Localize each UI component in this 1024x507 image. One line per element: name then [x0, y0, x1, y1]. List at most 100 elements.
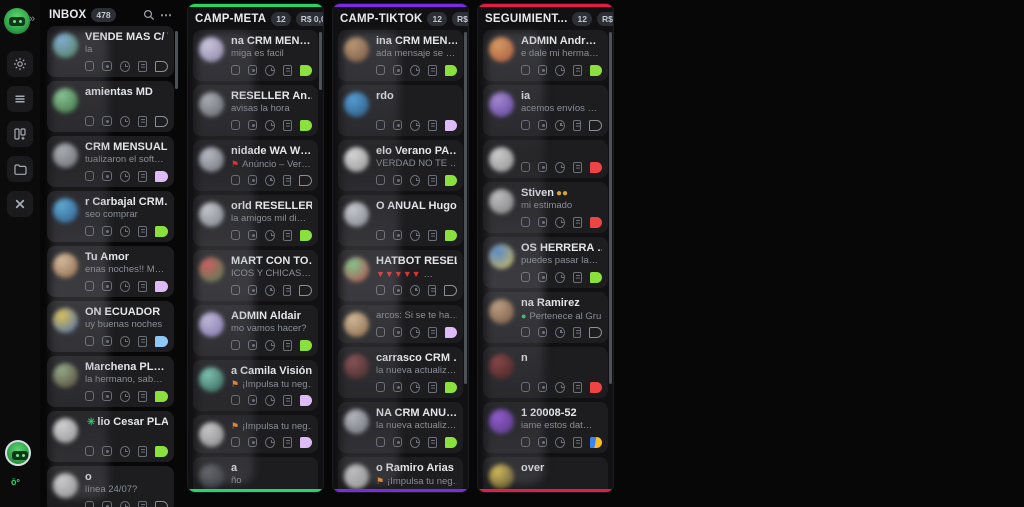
- avatar: [199, 422, 224, 447]
- avatar: [344, 354, 369, 379]
- note-icon: [428, 284, 437, 296]
- chat-card[interactable]: na CRM MEN… miga es facil: [193, 30, 318, 81]
- column-count-badge: 12: [572, 12, 592, 26]
- chat-card[interactable]: amientas MD: [47, 81, 174, 132]
- chat-card[interactable]: over: [483, 457, 608, 493]
- column-title: SEGUIMIENT...: [485, 13, 568, 25]
- channel-bubble-icon: [299, 174, 313, 186]
- chat-card[interactable]: carrasco CRM … la nueva actualiz…: [338, 347, 463, 398]
- chat-card[interactable]: o Ramiro Arias … ⚑¡Impulsa tu neg…: [338, 457, 463, 492]
- avatar: [489, 189, 514, 214]
- chat-card[interactable]: ia acemos envíos …: [483, 85, 608, 136]
- chat-icon: [248, 285, 258, 295]
- clock-icon: [265, 339, 276, 351]
- clock-icon: [119, 500, 131, 507]
- column-scrollbar[interactable]: [464, 32, 467, 384]
- chat-card[interactable]: r Carbajal CRM… seo comprar: [47, 191, 174, 242]
- chat-card[interactable]: RESELLER An… avisas la hora: [193, 85, 318, 136]
- chat-title: ia: [521, 90, 531, 102]
- sidebar-expand-chevron[interactable]: »: [29, 13, 36, 25]
- chat-card[interactable]: a ño: [193, 457, 318, 492]
- chat-card[interactable]: ina CRM MEN… ada mensaje se …: [338, 30, 463, 81]
- column-scrollbar[interactable]: [609, 32, 612, 384]
- column-amount-badge: R$ 0,00: [295, 12, 323, 26]
- avatar: [199, 37, 224, 62]
- note-icon: [283, 64, 292, 76]
- chat-card[interactable]: CRM MENSUAL tualizaron el soft…: [47, 136, 174, 187]
- chat-card[interactable]: rdo: [338, 85, 463, 136]
- label-icon: [521, 120, 531, 130]
- chat-card[interactable]: NA CRM ANU… la nueva actualiz…: [338, 402, 463, 453]
- column-inbox: INBOX 478 ⋯ VENDE MAS C/ WA… la amientas…: [42, 3, 179, 507]
- chat-icon: [538, 437, 548, 447]
- label-icon: [231, 340, 241, 350]
- column-header: CAMP-TIKTOK 12 R$ 0,00 ⋯: [333, 7, 468, 30]
- user-avatar[interactable]: [5, 440, 31, 466]
- chat-card[interactable]: orld RESELLER la amigos mil di…: [193, 195, 318, 246]
- column-scrollbar[interactable]: [175, 31, 178, 89]
- column-accent-bottom: [478, 489, 613, 492]
- chat-card[interactable]: n: [483, 347, 608, 398]
- chat-card[interactable]: o línea 24/07?: [47, 466, 174, 507]
- chat-card[interactable]: elo Verano PA… VERDAD NO TE …: [338, 140, 463, 191]
- chat-preview: ⚑ ¡Impulsa tu neg…: [231, 379, 312, 390]
- avatar: [489, 409, 514, 434]
- chat-preview: [521, 145, 602, 157]
- card-status-icons: [231, 436, 312, 448]
- avatar: [344, 257, 369, 282]
- chat-card[interactable]: VENDE MAS C/ WA… la: [47, 26, 174, 77]
- close-board-icon[interactable]: [7, 191, 33, 217]
- chat-card[interactable]: [483, 140, 608, 178]
- chat-icon: [538, 217, 548, 227]
- chat-card[interactable]: Stiven ●● mi estimado: [483, 182, 608, 233]
- folder-icon[interactable]: [7, 156, 33, 182]
- clock-icon: [410, 381, 421, 393]
- app-logo[interactable]: [4, 8, 30, 34]
- column-scrollbar[interactable]: [319, 32, 322, 90]
- chat-title: Marchena PL…: [85, 361, 165, 373]
- chat-icon: [538, 492, 547, 493]
- clock-icon: [555, 436, 566, 448]
- preview-prefix-glyph: ●: [521, 311, 527, 321]
- menu-icon[interactable]: [7, 86, 33, 112]
- note-icon: [283, 174, 292, 186]
- chat-card[interactable]: MART CON TO… ICOS Y CHICAS…: [193, 250, 318, 301]
- column-header: CAMP-META 12 R$ 0,00 ⋯: [188, 7, 323, 30]
- brightness-icon[interactable]: [7, 51, 33, 77]
- note-icon: [573, 119, 582, 131]
- chat-icon: [538, 272, 548, 282]
- board-add-icon[interactable]: [7, 121, 33, 147]
- card-status-icons: [85, 225, 169, 237]
- chat-icon: [102, 171, 112, 181]
- chat-card[interactable]: ✳lio Cesar PLAN…: [47, 411, 174, 462]
- chat-card[interactable]: ADMIN Aldair mo vamos hacer?: [193, 305, 318, 356]
- label-icon: [521, 65, 531, 75]
- chat-card[interactable]: OS HERRERA … puedes pasar la…: [483, 237, 608, 288]
- chat-card[interactable]: arcos: Si se te ha…: [338, 305, 463, 343]
- chat-title: elo Verano PA…: [376, 145, 457, 157]
- chat-title: ADMIN Aldair: [231, 310, 301, 322]
- note-icon: [573, 161, 582, 173]
- chat-card[interactable]: nidade WA W… ⚑ Anúncio – Ver…: [193, 140, 318, 191]
- card-status-icons: [231, 174, 313, 186]
- note-icon: [428, 326, 437, 338]
- avatar: [53, 143, 78, 168]
- chat-card[interactable]: na Ramirez ●Pertenece al Gru…: [483, 292, 608, 343]
- clock-icon: [119, 60, 131, 72]
- chat-card[interactable]: Marchena PL… la hermano, sab…: [47, 356, 174, 407]
- chat-card[interactable]: 1 20008-52 iame estos dat…: [483, 402, 608, 453]
- chat-card[interactable]: O ANUAL Hugo: [338, 195, 463, 246]
- clock-icon: [555, 64, 566, 76]
- channel-bubble-icon: [589, 436, 602, 448]
- chat-card[interactable]: ⚑ ¡Impulsa tu neg…: [193, 415, 318, 453]
- search-icon[interactable]: [143, 9, 155, 21]
- chat-card[interactable]: ON ECUADOR uy buenas noches: [47, 301, 174, 352]
- chat-card[interactable]: HATBOT RESEL… ▼▼▼▼▼…: [338, 250, 463, 301]
- chat-title: ADMIN Andr…: [521, 35, 597, 47]
- chat-preview: la hermano, sab…: [85, 374, 163, 385]
- label-icon: [231, 120, 241, 130]
- chat-card[interactable]: Tu Amor enas noches!! M…: [47, 246, 174, 297]
- chat-card[interactable]: ADMIN Andr… e dale mi herma…: [483, 30, 608, 81]
- chat-card[interactable]: a Camila Visión ⚑ ¡Impulsa tu neg…: [193, 360, 318, 411]
- column-menu-button[interactable]: ⋯: [160, 8, 172, 22]
